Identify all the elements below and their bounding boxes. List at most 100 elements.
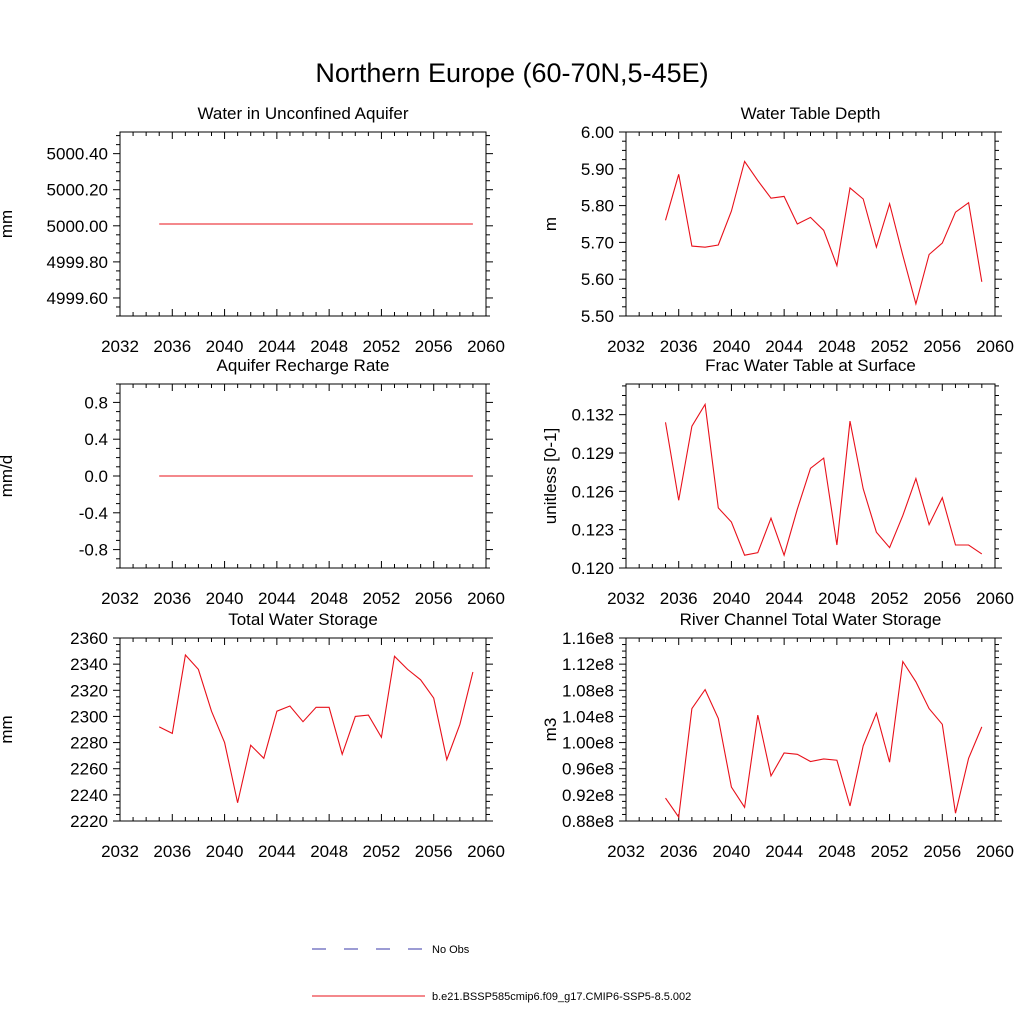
chart-title: River Channel Total Water Storage <box>680 610 942 629</box>
y-tick-label: 1.12e8 <box>562 655 614 674</box>
y-tick-label: 0.92e8 <box>562 786 614 805</box>
x-tick-label: 2044 <box>765 842 803 861</box>
y-tick-label: 5.90 <box>581 160 614 179</box>
series-line <box>158 653 474 803</box>
x-tick-label: 2036 <box>153 337 191 356</box>
x-tick-label: 2052 <box>871 589 909 608</box>
plot-frame <box>625 131 996 317</box>
x-tick-label: 2060 <box>976 589 1014 608</box>
y-tick-label: 5000.20 <box>47 181 108 200</box>
x-tick-label: 2048 <box>818 842 856 861</box>
x-tick-label: 2056 <box>923 589 961 608</box>
x-tick-label: 2060 <box>467 589 505 608</box>
x-tick-label: 2036 <box>660 842 698 861</box>
x-tick-label: 2032 <box>101 337 139 356</box>
y-tick-label: 0.0 <box>84 467 108 486</box>
y-tick-label: 2220 <box>70 812 108 831</box>
y-tick-label: 0.4 <box>84 430 108 449</box>
y-axis-label: unitless [0-1] <box>541 428 560 524</box>
y-tick-label: -0.4 <box>79 504 108 523</box>
y-tick-label: -0.8 <box>79 541 108 560</box>
chart-recharge-rate: 2032 2036 2040 2044 2048 2052 2056 2060 -0.8 -0.4… <box>0 356 505 608</box>
y-axis-label: mm <box>0 210 16 238</box>
chart-title: Frac Water Table at Surface <box>705 356 916 375</box>
x-tick-label: 2060 <box>976 337 1014 356</box>
x-tick-label: 2052 <box>871 842 909 861</box>
x-tick-label: 2040 <box>206 842 244 861</box>
x-tick-label: 2048 <box>818 589 856 608</box>
y-tick-label: 0.123 <box>571 521 614 540</box>
x-tick-label: 2060 <box>976 842 1014 861</box>
y-axis-label: mm/d <box>0 455 16 498</box>
x-tick-label: 2052 <box>363 337 401 356</box>
y-tick-label: 5000.40 <box>47 145 108 164</box>
x-tick-label: 2040 <box>206 337 244 356</box>
chart-water-table-depth: 2032 2036 2040 2044 2048 2052 2056 2060 5.50 5.60… <box>541 104 1014 356</box>
x-tick-label: 2060 <box>467 337 505 356</box>
chart-aquifer-water: 2032 2036 2040 2044 2048 2052 2056 2060 4999.60 4… <box>0 104 505 356</box>
x-tick-label: 2040 <box>713 337 751 356</box>
y-tick-label: 2360 <box>70 629 108 648</box>
y-axis-label: mm <box>0 715 16 743</box>
x-tick-label: 2032 <box>607 589 645 608</box>
x-tick-label: 2036 <box>153 589 191 608</box>
x-tick-label: 2048 <box>310 589 348 608</box>
x-tick-label: 2032 <box>101 842 139 861</box>
x-tick-label: 2044 <box>765 589 803 608</box>
y-tick-label: 2280 <box>70 734 108 753</box>
y-tick-label: 0.96e8 <box>562 760 614 779</box>
x-tick-label: 2056 <box>415 842 453 861</box>
series-line <box>664 402 983 558</box>
x-tick-label: 2048 <box>818 337 856 356</box>
chart-title: Aquifer Recharge Rate <box>217 356 390 375</box>
chart-frac-water-table: 2032 2036 2040 2044 2048 2052 2056 2060 0.120 0.1… <box>541 356 1014 608</box>
y-tick-label: 0.129 <box>571 444 614 463</box>
y-tick-label: 2260 <box>70 760 108 779</box>
y-tick-label: 0.88e8 <box>562 812 614 831</box>
y-tick-label: 5.50 <box>581 307 614 326</box>
x-tick-label: 2032 <box>101 589 139 608</box>
x-tick-label: 2056 <box>923 842 961 861</box>
chart-title: Total Water Storage <box>228 610 378 629</box>
chart-river-channel-storage: 2032 2036 2040 2044 2048 2052 2056 2060 0.88e8 0.… <box>541 610 1014 861</box>
y-tick-label: 2320 <box>70 681 108 700</box>
series-line <box>664 160 983 307</box>
y-tick-label: 1.16e8 <box>562 629 614 648</box>
x-tick-label: 2048 <box>310 337 348 356</box>
x-tick-label: 2036 <box>660 589 698 608</box>
y-tick-label: 0.120 <box>571 559 614 578</box>
x-tick-label: 2052 <box>363 589 401 608</box>
y-tick-label: 4999.60 <box>47 289 108 308</box>
chart-title: Water Table Depth <box>741 104 881 123</box>
y-tick-label: 2300 <box>70 707 108 726</box>
y-tick-label: 5.70 <box>581 233 614 252</box>
y-axis-label: m <box>541 217 560 231</box>
y-tick-label: 0.126 <box>571 482 614 501</box>
y-tick-label: 0.132 <box>571 406 614 425</box>
y-tick-label: 2340 <box>70 655 108 674</box>
legend-label-no-obs: No Obs <box>432 944 470 956</box>
legend: No Obs b.e21.BSSP585cmip6.f09_g17.CMIP6-… <box>312 944 691 1003</box>
x-tick-label: 2036 <box>153 842 191 861</box>
x-tick-label: 2052 <box>363 842 401 861</box>
y-tick-label: 6.00 <box>581 123 614 142</box>
series-line <box>665 659 983 819</box>
x-tick-label: 2056 <box>415 589 453 608</box>
y-tick-label: 5000.00 <box>47 217 108 236</box>
y-tick-label: 2240 <box>70 786 108 805</box>
chart-total-water-storage: 2032 2036 2040 2044 2048 2052 2056 2060 2220 2240… <box>0 610 505 861</box>
x-tick-label: 2040 <box>713 589 751 608</box>
x-tick-label: 2048 <box>310 842 348 861</box>
x-tick-label: 2040 <box>206 589 244 608</box>
x-tick-label: 2060 <box>467 842 505 861</box>
x-tick-label: 2052 <box>871 337 909 356</box>
x-tick-label: 2044 <box>258 337 296 356</box>
chart-title: Water in Unconfined Aquifer <box>197 104 408 123</box>
x-tick-label: 2036 <box>660 337 698 356</box>
x-tick-label: 2056 <box>415 337 453 356</box>
x-tick-label: 2032 <box>607 842 645 861</box>
y-tick-label: 5.60 <box>581 270 614 289</box>
figure-title: Northern Europe (60-70N,5-45E) <box>315 58 708 88</box>
x-tick-label: 2044 <box>258 589 296 608</box>
